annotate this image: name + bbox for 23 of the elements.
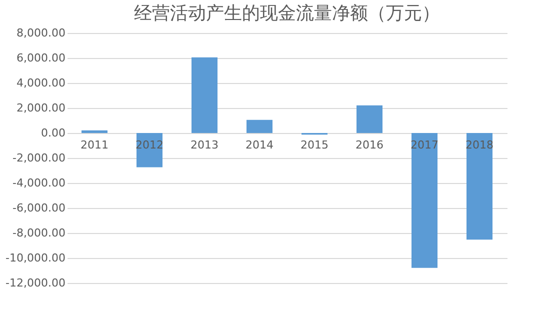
x-tick-label: 2013 bbox=[190, 138, 218, 152]
y-tick-label: 2,000.00 bbox=[16, 102, 66, 114]
x-tick-label: 2011 bbox=[80, 138, 108, 152]
bar bbox=[412, 133, 438, 268]
x-tick-label: 2014 bbox=[246, 138, 274, 152]
y-tick-label: 4,000.00 bbox=[16, 76, 66, 90]
bar bbox=[356, 105, 382, 133]
x-tick-label: 2015 bbox=[300, 138, 328, 152]
y-tick-label: -2,000.00 bbox=[12, 152, 66, 164]
y-tick-label: -4,000.00 bbox=[12, 176, 66, 190]
y-tick-label: 0.00 bbox=[41, 126, 66, 140]
y-tick-label: -12,000.00 bbox=[6, 276, 66, 290]
y-tick-label: 8,000.00 bbox=[16, 26, 66, 40]
bar bbox=[192, 57, 218, 133]
x-tick-label: 2016 bbox=[356, 138, 384, 152]
y-tick-label: -6,000.00 bbox=[12, 202, 66, 214]
bar bbox=[246, 120, 272, 133]
y-tick-label: -10,000.00 bbox=[6, 252, 66, 264]
chart-title: 经营活动产生的现金流量净额（万元） bbox=[134, 3, 440, 24]
bar bbox=[82, 130, 108, 133]
y-tick-label: -8,000.00 bbox=[12, 226, 66, 240]
bar bbox=[466, 133, 492, 240]
y-tick-label: 6,000.00 bbox=[16, 52, 66, 64]
